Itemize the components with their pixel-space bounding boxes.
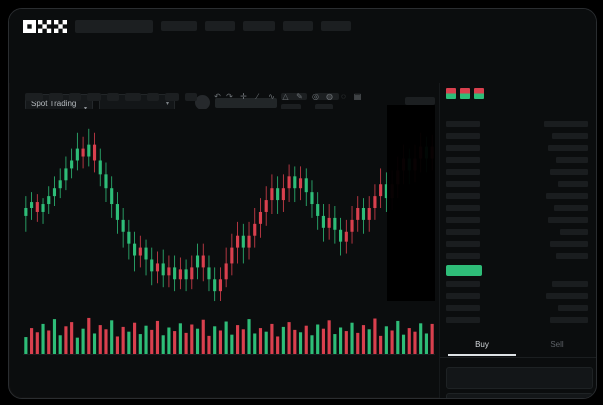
lock-icon[interactable]: ◌ bbox=[341, 92, 346, 101]
book-both-icon[interactable] bbox=[446, 88, 456, 99]
orderbook-row[interactable] bbox=[446, 229, 480, 235]
trash-icon[interactable]: ▤ bbox=[353, 92, 362, 101]
orderbook-row[interactable] bbox=[550, 317, 588, 323]
screen-occlusion-shadow bbox=[387, 105, 435, 301]
buy-sell-tabs: Buy Sell bbox=[440, 335, 596, 358]
stat-1-label bbox=[281, 104, 301, 110]
nav-item-4[interactable] bbox=[283, 21, 313, 31]
magnet-icon[interactable]: ◎ bbox=[312, 92, 319, 101]
stat-2-value bbox=[315, 93, 339, 100]
more-button[interactable] bbox=[185, 93, 197, 101]
app-window: Spot Trading ▾ ▾ ↶ ↷ ✛ ∕ ∿ △ ✎ ◎ ◍ bbox=[8, 8, 597, 399]
nav-item-3[interactable] bbox=[243, 21, 275, 31]
compare-button[interactable] bbox=[107, 93, 119, 101]
orderbook-row[interactable] bbox=[556, 157, 588, 163]
orderbook-row[interactable] bbox=[446, 169, 480, 175]
orderbook-column-headers bbox=[440, 107, 596, 115]
settings-button[interactable] bbox=[125, 93, 141, 101]
eye-icon[interactable]: ◍ bbox=[326, 92, 333, 101]
stat-1-value bbox=[281, 93, 307, 100]
market-header-bar: Spot Trading ▾ ▾ bbox=[9, 43, 596, 113]
orderbook-row[interactable] bbox=[446, 317, 480, 323]
right-stat-1 bbox=[405, 97, 435, 105]
orderbook-row[interactable] bbox=[446, 241, 480, 247]
orderbook-row[interactable] bbox=[558, 305, 588, 311]
chart-style-button[interactable] bbox=[87, 93, 101, 101]
orderbook-row[interactable] bbox=[446, 133, 480, 139]
tab-buy-underline bbox=[448, 354, 516, 356]
alert-button[interactable] bbox=[147, 93, 159, 101]
okx-logo-icon[interactable] bbox=[23, 20, 67, 33]
orderbook-row[interactable] bbox=[558, 181, 588, 187]
amount-input[interactable] bbox=[446, 393, 593, 398]
chart-toolbar: ↶ ↷ ✛ ∕ ∿ △ ✎ ◎ ◍ ◌ ▤ bbox=[25, 89, 435, 105]
nav-item-5[interactable] bbox=[321, 21, 351, 31]
candlestick-chart[interactable] bbox=[23, 109, 435, 307]
spread-price-badge bbox=[446, 265, 482, 276]
orderbook-view-tabs[interactable] bbox=[444, 88, 504, 102]
stat-2-label bbox=[315, 104, 333, 110]
orderbook-row[interactable] bbox=[550, 169, 588, 175]
orderbook-row[interactable] bbox=[446, 181, 480, 187]
bottom-tabs-bar bbox=[9, 354, 437, 398]
chevron-down-icon: ▾ bbox=[165, 101, 169, 107]
tab-sell[interactable]: Sell bbox=[550, 340, 564, 349]
pencil-icon[interactable]: ✎ bbox=[296, 92, 303, 101]
wave-icon[interactable]: ∿ bbox=[268, 92, 275, 101]
nav-item-1[interactable] bbox=[161, 21, 197, 31]
indicators-button[interactable] bbox=[25, 93, 43, 101]
orderbook-row[interactable] bbox=[446, 157, 480, 163]
global-search-input[interactable] bbox=[75, 20, 153, 33]
book-bids-icon[interactable] bbox=[460, 88, 470, 99]
orderbook-row[interactable] bbox=[446, 145, 480, 151]
crosshair-icon[interactable]: ✛ bbox=[240, 92, 247, 101]
tab-buy[interactable]: Buy bbox=[475, 340, 489, 349]
orderbook-row[interactable] bbox=[446, 253, 480, 259]
trading-mode-label: Spot Trading bbox=[31, 99, 77, 108]
orderbook-row[interactable] bbox=[446, 305, 480, 311]
orderbook-row[interactable] bbox=[548, 145, 588, 151]
orderbook-row[interactable] bbox=[546, 193, 588, 199]
shape-icon[interactable]: △ bbox=[282, 92, 289, 101]
orderbook-and-trade-panel: Buy Sell bbox=[439, 83, 596, 398]
orderbook-row[interactable] bbox=[552, 281, 588, 287]
pair-name-label bbox=[215, 98, 277, 108]
book-asks-icon[interactable] bbox=[474, 88, 484, 99]
orderbook-row[interactable] bbox=[560, 229, 588, 235]
orderbook-row[interactable] bbox=[446, 281, 480, 287]
orderbook-row[interactable] bbox=[556, 253, 588, 259]
redo-icon[interactable]: ↷ bbox=[226, 92, 233, 101]
trendline-icon[interactable]: ∕ bbox=[256, 92, 259, 101]
orderbook-row[interactable] bbox=[546, 293, 588, 299]
orderbook-row[interactable] bbox=[552, 133, 588, 139]
orderbook-row[interactable] bbox=[446, 217, 480, 223]
coin-avatar bbox=[195, 95, 210, 110]
orderbook-row[interactable] bbox=[446, 293, 480, 299]
orderbook-row[interactable] bbox=[446, 121, 480, 127]
nav-item-2[interactable] bbox=[205, 21, 235, 31]
orderbook-row[interactable] bbox=[550, 241, 588, 247]
orderbook-row[interactable] bbox=[446, 193, 480, 199]
price-input[interactable] bbox=[446, 367, 593, 389]
candle-type-button[interactable] bbox=[69, 93, 81, 101]
timeframe-button[interactable] bbox=[49, 93, 63, 101]
orderbook-row[interactable] bbox=[548, 217, 588, 223]
orderbook-row[interactable] bbox=[544, 121, 588, 127]
orderbook-row[interactable] bbox=[446, 205, 480, 211]
top-navigation-bar bbox=[9, 9, 596, 43]
undo-icon[interactable]: ↶ bbox=[214, 92, 221, 101]
volume-histogram bbox=[23, 317, 435, 355]
replay-button[interactable] bbox=[165, 93, 179, 101]
orderbook-row[interactable] bbox=[554, 205, 588, 211]
